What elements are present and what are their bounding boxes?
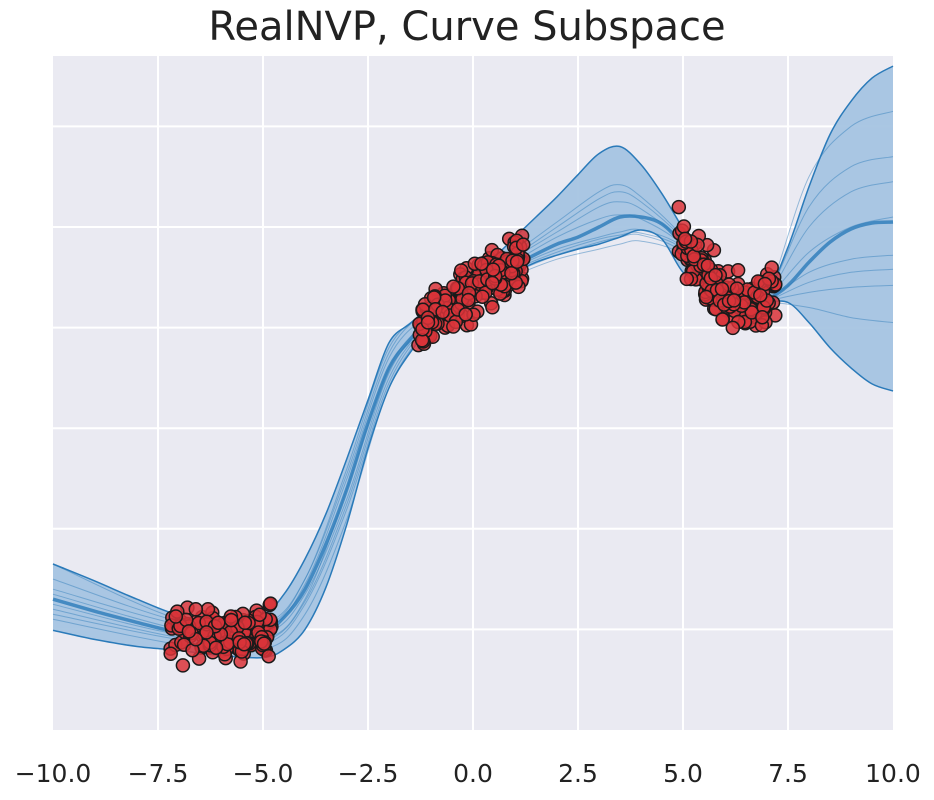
data-point xyxy=(446,279,461,294)
data-point xyxy=(181,624,197,639)
x-tick-label: −5.0 xyxy=(233,759,294,788)
data-point xyxy=(236,636,252,652)
data-point xyxy=(730,263,746,278)
data-point xyxy=(175,658,191,673)
data-point xyxy=(700,258,716,273)
data-point xyxy=(211,615,226,630)
data-points xyxy=(163,199,783,673)
data-point xyxy=(698,289,714,305)
data-point xyxy=(252,607,267,622)
data-point xyxy=(509,254,525,269)
data-point xyxy=(188,602,204,617)
data-point xyxy=(515,237,531,252)
data-point xyxy=(256,636,272,651)
data-point xyxy=(504,265,519,281)
data-point xyxy=(679,271,695,287)
data-point xyxy=(208,640,224,655)
data-point xyxy=(163,646,178,661)
data-point xyxy=(168,609,184,624)
x-tick-label: −2.5 xyxy=(338,759,399,788)
data-point xyxy=(729,281,745,296)
data-point xyxy=(461,292,476,308)
data-point xyxy=(726,293,742,308)
data-point xyxy=(714,281,730,297)
data-point xyxy=(677,231,693,247)
data-point xyxy=(263,596,278,611)
data-point xyxy=(475,289,490,304)
x-tick-labels: −10.0 −7.5 −5.0 −2.5 0.0 2.5 5.0 7.5 10.0 xyxy=(15,759,921,788)
data-point xyxy=(715,312,730,327)
data-point xyxy=(753,288,768,303)
data-point xyxy=(200,602,216,617)
data-point xyxy=(671,199,687,215)
data-point xyxy=(474,256,489,271)
data-point xyxy=(725,320,741,336)
data-point xyxy=(420,315,436,330)
x-tick-label: 10.0 xyxy=(865,759,921,788)
data-point xyxy=(237,615,253,631)
data-point xyxy=(453,263,469,278)
data-point xyxy=(708,267,723,283)
data-point xyxy=(426,290,442,305)
x-tick-label: 5.0 xyxy=(663,759,703,788)
x-tick-label: 7.5 xyxy=(768,759,808,788)
x-tick-label: −10.0 xyxy=(15,759,92,788)
data-point xyxy=(676,219,692,234)
data-point xyxy=(199,625,214,640)
data-point xyxy=(224,612,239,628)
x-tick-label: 2.5 xyxy=(558,759,598,788)
data-point xyxy=(446,319,461,334)
data-point xyxy=(485,275,500,291)
data-point xyxy=(458,307,473,322)
data-point xyxy=(435,304,450,320)
data-point xyxy=(755,309,770,325)
data-point xyxy=(261,648,276,664)
x-tick-label: 0.0 xyxy=(453,759,493,788)
chart-title: RealNVP, Curve Subspace xyxy=(208,4,726,50)
x-tick-label: −7.5 xyxy=(128,759,189,788)
data-point xyxy=(485,300,500,315)
